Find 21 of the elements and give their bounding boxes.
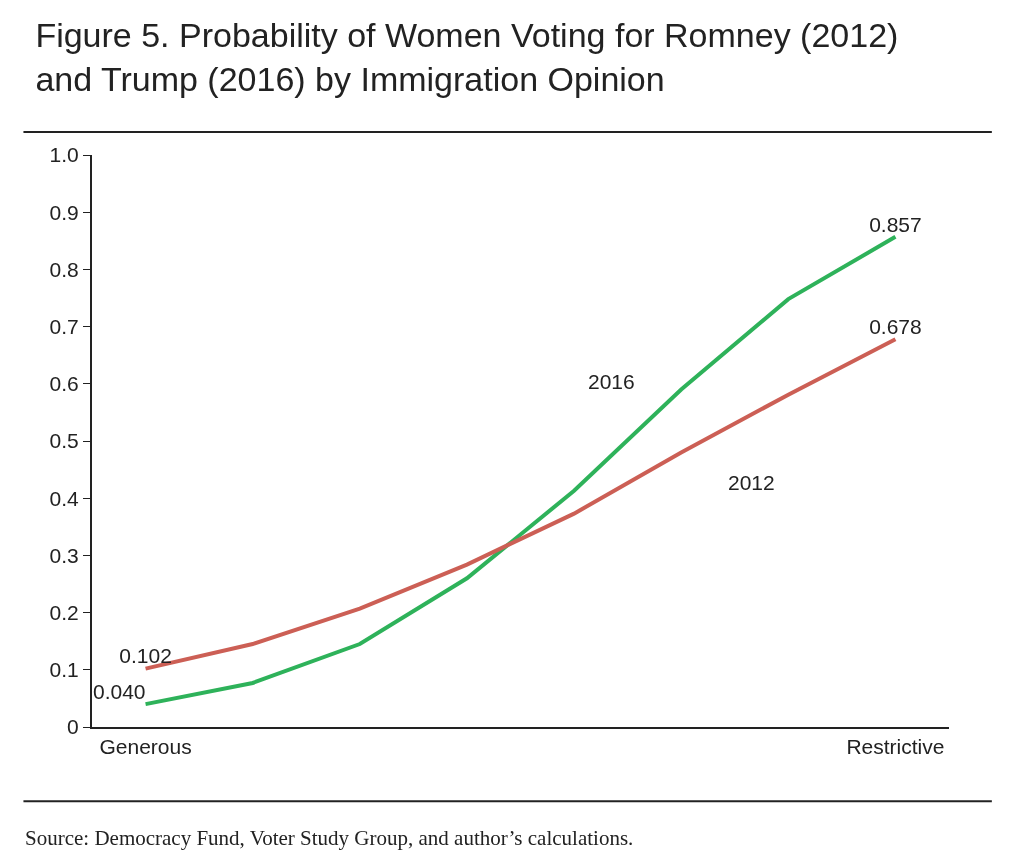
data-label: 0.678 <box>869 314 922 338</box>
y-tick-label: 0.4 <box>49 486 80 510</box>
source-note: Source: Democracy Fund, Voter Study Group, and author’s calculations. <box>25 826 634 850</box>
y-tick-label: 0.3 <box>49 543 79 567</box>
chart-title: Figure 5. Probability of Women Voting for Romney (2012) and Trump (2016) by Immigration Opinion <box>35 16 899 99</box>
y-tick-label: 0.1 <box>49 658 79 682</box>
data-label: 0.040 <box>93 679 146 703</box>
data-label: 0.857 <box>869 212 922 236</box>
y-tick-label: 0.9 <box>49 200 79 224</box>
y-tick-label: 0 <box>67 715 79 739</box>
y-tick-label: 0.8 <box>49 257 79 281</box>
x-tick-label: Generous <box>99 735 192 759</box>
y-tick-label: 1.0 <box>49 143 79 167</box>
series-label: 2012 <box>728 471 775 494</box>
y-tick-label: 0.7 <box>49 314 79 338</box>
y-tick-label: 0.5 <box>49 429 79 453</box>
y-tick-label: 0.2 <box>49 600 79 624</box>
series-label: 2016 <box>588 370 635 393</box>
y-tick-label: 0.6 <box>49 372 79 396</box>
data-label: 0.102 <box>119 644 172 668</box>
x-tick-label: Restrictive <box>846 735 945 759</box>
